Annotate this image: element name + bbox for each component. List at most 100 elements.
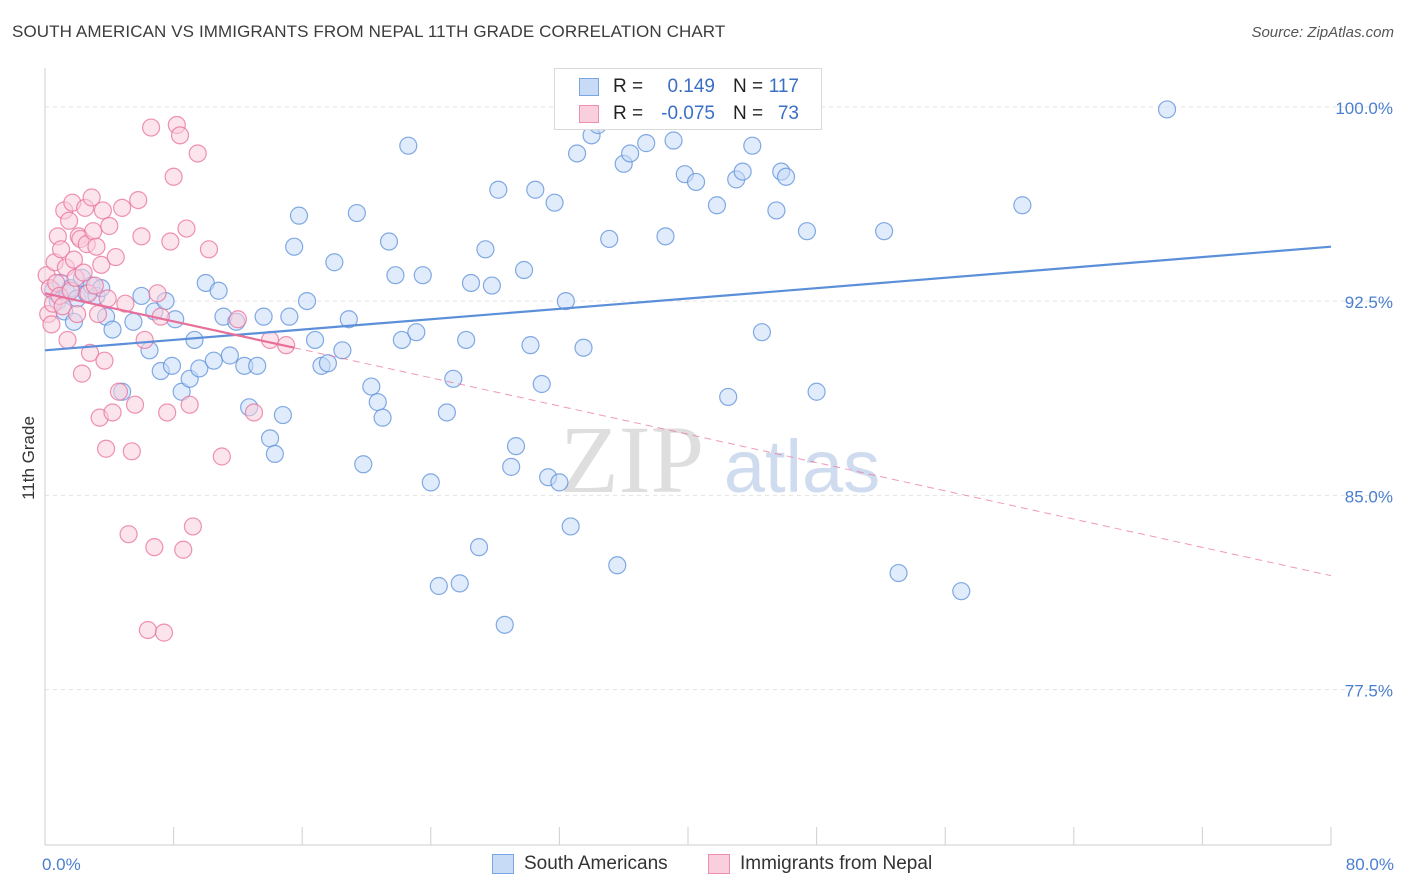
data-point bbox=[68, 304, 87, 324]
legend-n-label: N = bbox=[733, 103, 764, 124]
data-point bbox=[93, 201, 112, 220]
data-point bbox=[254, 307, 273, 326]
data-point bbox=[135, 330, 154, 350]
legend-swatch-blue bbox=[579, 78, 599, 96]
data-point bbox=[514, 260, 534, 280]
data-point bbox=[743, 136, 762, 155]
watermark: ZIP atlas bbox=[560, 406, 880, 513]
data-point bbox=[1013, 196, 1032, 215]
data-point bbox=[64, 250, 84, 269]
data-point bbox=[228, 310, 247, 329]
data-point bbox=[339, 310, 358, 329]
data-point bbox=[567, 144, 587, 163]
data-point bbox=[476, 240, 495, 259]
data-point bbox=[96, 439, 116, 458]
axes bbox=[44, 68, 1332, 846]
data-point bbox=[461, 273, 481, 293]
data-point bbox=[379, 232, 399, 251]
data-point bbox=[185, 330, 204, 350]
data-point bbox=[875, 222, 894, 241]
data-point bbox=[74, 263, 93, 282]
data-point bbox=[212, 447, 231, 466]
tick-labels: 100.0% 92.5% 85.0% 77.5% 0.0% 80.0% bbox=[42, 99, 1394, 874]
data-point bbox=[305, 330, 325, 350]
data-point bbox=[199, 240, 219, 259]
data-point bbox=[368, 393, 387, 412]
data-point bbox=[190, 359, 209, 378]
data-point bbox=[116, 294, 135, 313]
data-point bbox=[180, 395, 199, 414]
data-point bbox=[297, 292, 317, 311]
data-point bbox=[733, 162, 752, 181]
trend-line-extended bbox=[294, 347, 1332, 577]
data-point bbox=[88, 304, 108, 324]
data-point bbox=[889, 563, 908, 583]
data-point bbox=[42, 315, 61, 334]
data-point bbox=[265, 444, 284, 464]
data-point bbox=[664, 131, 683, 150]
data-point bbox=[797, 222, 817, 241]
legend-swatch-pink bbox=[579, 105, 599, 123]
data-point bbox=[106, 247, 125, 267]
data-point bbox=[100, 216, 119, 236]
chart-title: SOUTH AMERICAN VS IMMIGRANTS FROM NEPAL … bbox=[12, 22, 726, 41]
data-point bbox=[325, 253, 344, 272]
data-point bbox=[550, 473, 569, 492]
data-point bbox=[392, 330, 411, 350]
data-point bbox=[707, 196, 727, 215]
data-point bbox=[138, 620, 157, 640]
data-point bbox=[373, 408, 392, 427]
data-point bbox=[600, 229, 619, 249]
data-point bbox=[129, 190, 148, 210]
watermark-zip: ZIP bbox=[560, 406, 704, 513]
data-point bbox=[285, 237, 304, 256]
data-point bbox=[521, 336, 540, 355]
legend-r-label: R = bbox=[613, 103, 644, 124]
data-point bbox=[399, 136, 418, 155]
series-south-americans bbox=[43, 100, 1177, 634]
data-point bbox=[656, 227, 675, 246]
data-point bbox=[141, 118, 161, 137]
data-point bbox=[85, 276, 104, 295]
data-point bbox=[444, 369, 463, 388]
data-point bbox=[526, 180, 545, 199]
data-point bbox=[686, 172, 706, 192]
data-point bbox=[72, 364, 92, 383]
data-point bbox=[719, 387, 738, 407]
data-point bbox=[162, 356, 182, 375]
watermark-atlas: atlas bbox=[724, 425, 880, 508]
data-point bbox=[752, 323, 772, 342]
data-point bbox=[119, 525, 138, 544]
data-point bbox=[260, 429, 280, 448]
data-point bbox=[457, 330, 476, 350]
x-tick-label: 80.0% bbox=[1346, 855, 1394, 874]
data-point bbox=[220, 346, 239, 365]
trend-line bbox=[44, 245, 1332, 352]
data-point bbox=[113, 198, 132, 217]
data-point bbox=[767, 201, 786, 220]
data-point bbox=[244, 403, 264, 422]
legend-r-value: -0.075 bbox=[661, 103, 715, 124]
legend-n-label: N = bbox=[733, 76, 764, 97]
y-tick-label: 77.5% bbox=[1345, 682, 1393, 701]
data-point bbox=[183, 517, 202, 536]
y-tick-label: 100.0% bbox=[1335, 99, 1393, 118]
data-point bbox=[469, 538, 489, 557]
data-point bbox=[482, 276, 501, 295]
data-point bbox=[80, 343, 100, 362]
data-point bbox=[132, 227, 151, 246]
data-point bbox=[60, 211, 79, 230]
data-point bbox=[289, 206, 309, 225]
data-point bbox=[421, 473, 440, 492]
data-point bbox=[354, 455, 373, 474]
data-point bbox=[132, 286, 151, 306]
data-point bbox=[161, 232, 180, 251]
data-point bbox=[561, 517, 580, 536]
data-point bbox=[51, 240, 71, 259]
legend-label: South Americans bbox=[524, 853, 668, 874]
data-point bbox=[95, 351, 114, 370]
data-point bbox=[158, 403, 177, 422]
legend-n-value: 73 bbox=[777, 103, 799, 124]
data-point bbox=[347, 203, 366, 223]
series-immigrants-from-nepal bbox=[37, 115, 296, 642]
